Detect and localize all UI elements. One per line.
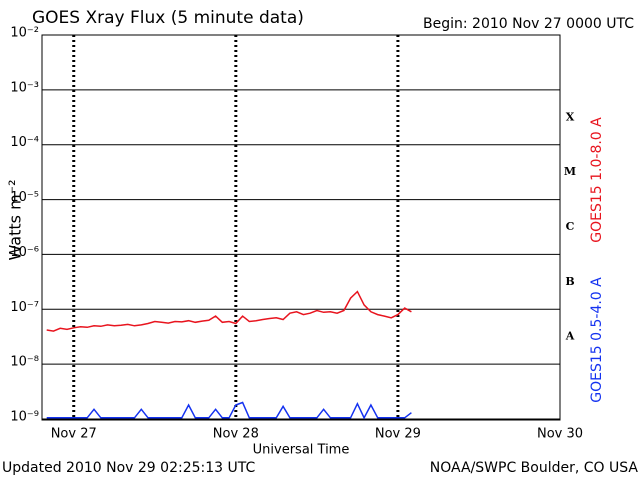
series-line [46, 401, 412, 420]
y-axis-label: Watts m⁻² [6, 179, 25, 260]
y-tick-label: 10⁻⁵ [10, 190, 39, 205]
flare-class-label: C [566, 220, 575, 233]
footer-left: Updated 2010 Nov 29 02:25:13 UTC [2, 460, 255, 476]
x-tick-label: Nov 29 [375, 427, 421, 442]
x-tick-label: Nov 30 [537, 427, 583, 442]
y-tick-label: 10⁻³ [10, 80, 39, 95]
x-tick-label: Nov 27 [51, 427, 97, 442]
y-tick-label: 10⁻⁷ [10, 300, 39, 315]
flare-class-label: M [564, 165, 576, 178]
x-axis-label: Universal Time [253, 443, 350, 458]
chart-title: GOES Xray Flux (5 minute data) [32, 8, 304, 28]
flare-class-label: X [566, 110, 575, 123]
legend-label: GOES15 0.5-4.0 A [589, 277, 605, 403]
series-line [46, 290, 412, 332]
y-tick-label: 10⁻⁶ [10, 245, 39, 260]
flare-class-label: B [565, 275, 574, 288]
x-tick-label: Nov 28 [213, 427, 259, 442]
y-tick-label: 10⁻² [10, 26, 39, 41]
flare-class-label: A [565, 330, 575, 343]
y-tick-label: 10⁻⁴ [10, 135, 39, 150]
footer-right: NOAA/SWPC Boulder, CO USA [430, 460, 639, 476]
y-tick-label: 10⁻⁹ [10, 410, 39, 425]
plot-frame [41, 34, 561, 421]
y-tick-label: 10⁻⁸ [10, 355, 39, 370]
legend-label: GOES15 1.0-8.0 A [589, 117, 605, 243]
chart-subtitle: Begin: 2010 Nov 27 0000 UTC [423, 16, 634, 32]
